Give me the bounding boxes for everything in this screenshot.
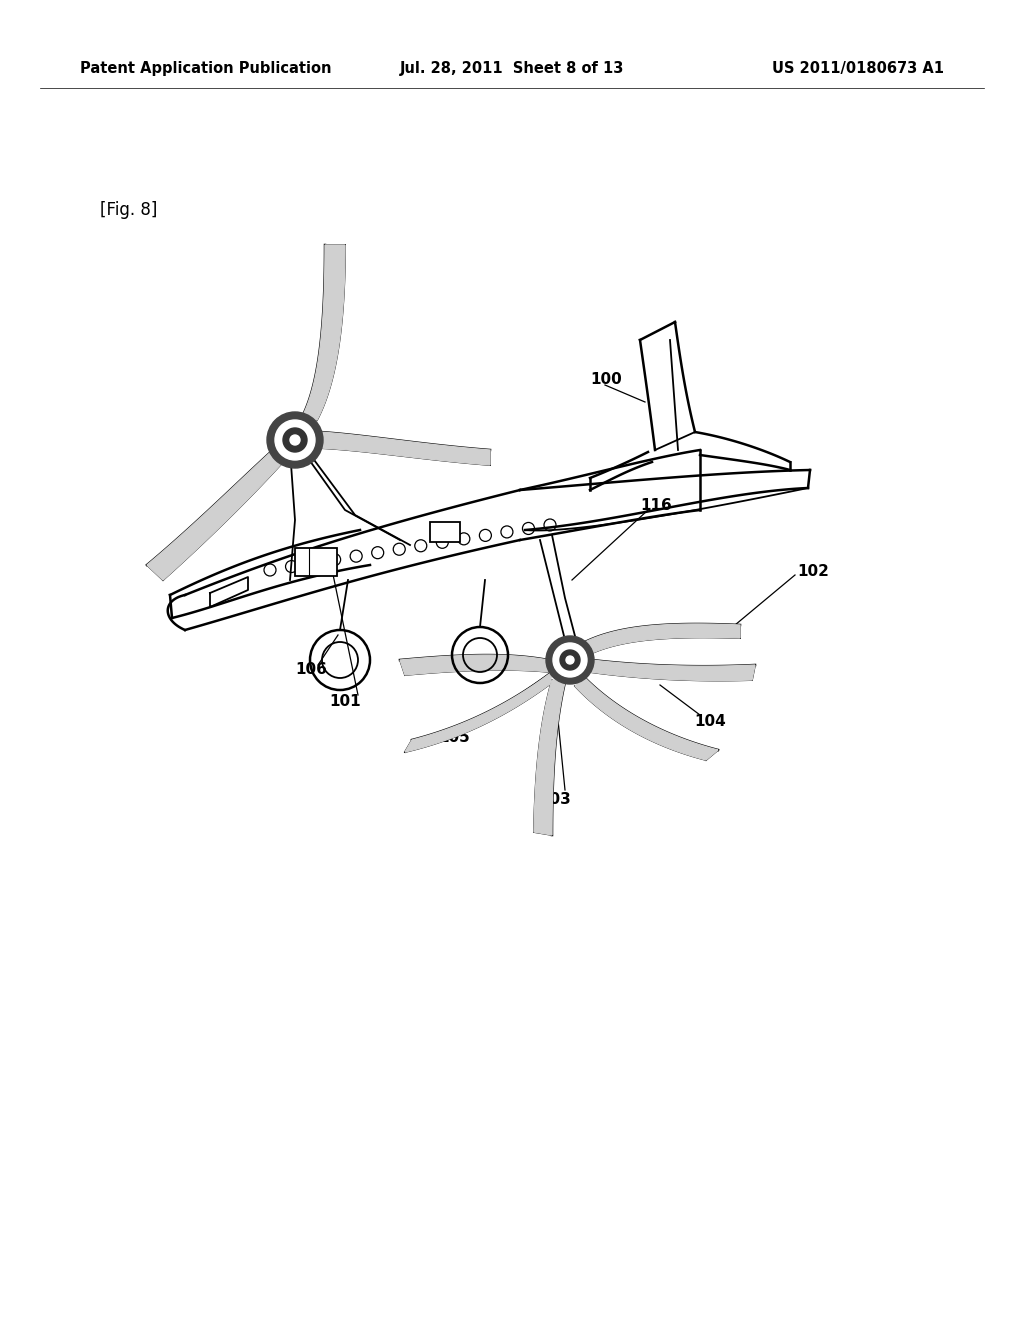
Circle shape	[546, 636, 594, 684]
Circle shape	[275, 420, 315, 459]
Text: 116: 116	[640, 498, 672, 512]
Polygon shape	[590, 660, 755, 681]
Polygon shape	[534, 680, 565, 836]
Circle shape	[283, 428, 307, 451]
Circle shape	[290, 436, 300, 445]
Polygon shape	[400, 655, 550, 675]
Polygon shape	[147, 450, 283, 579]
Text: 101: 101	[329, 694, 360, 710]
Text: Jul. 28, 2011  Sheet 8 of 13: Jul. 28, 2011 Sheet 8 of 13	[399, 61, 625, 75]
Polygon shape	[319, 432, 490, 465]
Text: US 2011/0180673 A1: US 2011/0180673 A1	[772, 61, 944, 75]
Text: 103: 103	[539, 792, 570, 808]
Text: 100: 100	[590, 372, 622, 388]
Text: 105: 105	[438, 730, 470, 744]
Text: [Fig. 8]: [Fig. 8]	[100, 201, 158, 219]
Text: 102: 102	[797, 565, 828, 579]
Text: 106: 106	[295, 663, 327, 677]
Polygon shape	[575, 678, 718, 760]
FancyBboxPatch shape	[295, 548, 337, 576]
Circle shape	[267, 412, 323, 469]
Polygon shape	[406, 672, 552, 752]
Circle shape	[566, 656, 574, 664]
FancyBboxPatch shape	[430, 521, 460, 543]
Polygon shape	[303, 246, 345, 420]
Text: Patent Application Publication: Patent Application Publication	[80, 61, 332, 75]
Text: 104: 104	[694, 714, 726, 730]
Circle shape	[560, 649, 580, 671]
Polygon shape	[585, 624, 740, 653]
Circle shape	[553, 643, 587, 677]
